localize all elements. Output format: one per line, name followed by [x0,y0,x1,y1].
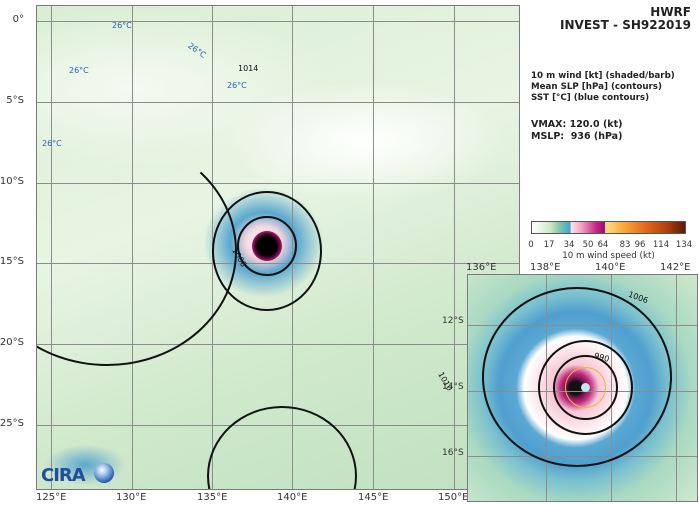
lon-tick: 125°E [36,492,67,503]
cira-globe-icon [94,463,114,483]
sst-label: 26°C [186,41,208,60]
sst-label: 26°C [227,81,247,90]
legend-slp-field: Mean SLP [hPa] (contours) [531,82,662,92]
lon-tick: 140°E [277,492,308,503]
lon-tick: 135°E [197,492,228,503]
lat-tick: 10°S [0,176,24,187]
slp-contour-inner [237,216,297,276]
storm-eye [581,383,590,392]
model-name: HWRF [650,5,691,19]
colorbar-tick: 64 [597,240,609,250]
lon-tick: 145°E [358,492,389,503]
cira-logo: CIRA [41,465,86,486]
grid-line [373,6,374,489]
slp-contour-west [37,136,237,366]
slp-contour-south [207,406,357,489]
legend-sst-field: SST [°C] (blue contours) [531,93,650,103]
sst-label: 26°C [112,21,132,30]
lon-tick: 150°E [438,492,469,503]
inset-lon-tick: 142°E [660,262,691,273]
grid-line [454,6,455,489]
colorbar-tick: 34 [563,240,575,250]
legend-wind-field: 10 m wind [kt] (shaded/barb) [531,71,675,81]
inset-lon-tick: 140°E [595,262,626,273]
storm-id: INVEST - SH922019 [560,18,691,32]
inset-zoom-map: 1006 990 [467,274,698,502]
slp-contour-inner [553,355,618,420]
slp-contour-990 [538,340,633,435]
grid-line [37,21,519,22]
colorbar-tick: 114 [652,240,670,250]
colorbar-tick: 134 [675,240,693,250]
grid-line [37,183,519,184]
lat-tick: 0° [12,14,24,25]
inset-lon-tick: 138°E [530,262,561,273]
lat-tick: 20°S [0,337,24,348]
lat-tick: 5°S [6,95,24,106]
slp-contour-core [565,367,606,408]
inset-lat-tick: 12°S [442,316,464,326]
wind-speed-colorbar [531,221,686,234]
colorbar-tick: 0 [528,240,534,250]
sst-label: 26°C [42,139,62,148]
colorbar-tick: 96 [634,240,646,250]
slp-contour-1006 [482,287,672,467]
grid-line [37,102,519,103]
slp-label: 1014 [238,64,259,73]
main-map: 1014 1006 1010 26°C 26°C 26°C 26°C 26°C [36,5,520,490]
lat-tick: 25°S [0,418,24,429]
lat-tick: 15°S [0,256,24,267]
colorbar-tick: 83 [619,240,631,250]
sst-label: 26°C [69,66,89,75]
storm-center [252,231,282,261]
inset-lon-tick: 136°E [466,262,497,273]
grid-line [37,344,519,345]
grid-line [676,275,677,501]
lon-tick: 130°E [116,492,147,503]
vmax-value: VMAX: 120.0 (kt) [531,119,623,130]
inset-lat-tick: 16°S [442,448,464,458]
colorbar-label: 10 m wind speed (kt) [562,251,655,261]
colorbar-tick: 50 [582,240,594,250]
inset-lat-tick: 14°S [442,382,464,392]
colorbar-tick: 17 [543,240,555,250]
mslp-value: MSLP: 936 (hPa) [531,131,623,142]
